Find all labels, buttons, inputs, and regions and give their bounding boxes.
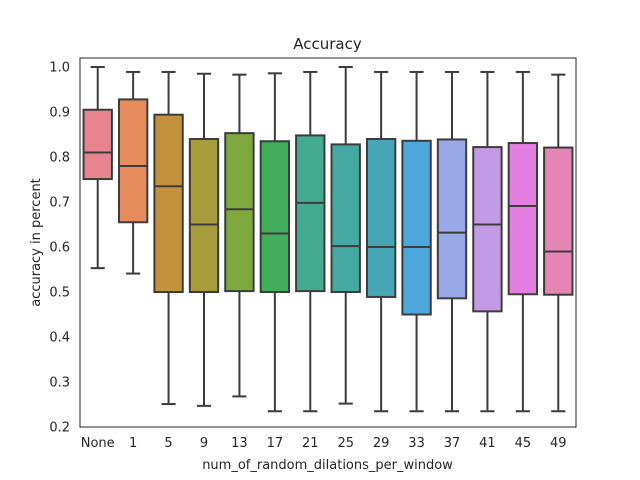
plot-marks	[82, 66, 574, 413]
x-tick-label: None	[81, 436, 115, 451]
y-tick-label: 0.9	[49, 106, 70, 121]
box-body	[507, 142, 539, 296]
box-41	[472, 70, 503, 413]
x-tick-label: 45	[515, 436, 532, 451]
box-45	[507, 70, 539, 413]
box-1	[117, 70, 149, 275]
x-tick-label: 1	[129, 436, 137, 451]
box-body	[436, 138, 468, 300]
box-17	[259, 72, 291, 413]
box-body	[117, 98, 149, 224]
box-body	[259, 140, 291, 293]
box-13	[224, 73, 255, 398]
box-body	[224, 132, 255, 293]
box-21	[295, 70, 326, 413]
x-tick-label: 29	[373, 436, 390, 451]
box-9	[188, 72, 220, 407]
x-tick-label: 33	[408, 436, 425, 451]
box-body	[82, 108, 113, 181]
y-tick-label: 0.3	[49, 376, 70, 391]
x-tick-label: 41	[479, 436, 496, 451]
box-33	[401, 70, 432, 413]
box-5	[153, 70, 184, 406]
y-tick-label: 0.5	[49, 286, 70, 301]
box-29	[365, 70, 397, 413]
box-None	[82, 66, 113, 270]
chart-title: Accuracy	[293, 35, 362, 53]
x-tick-label: 5	[164, 436, 172, 451]
box-body	[472, 146, 503, 313]
y-tick-label: 0.6	[49, 241, 70, 256]
plot-frame	[79, 57, 577, 428]
box-body	[188, 138, 220, 293]
box-25	[330, 66, 361, 405]
box-body	[401, 139, 432, 316]
y-tick-label: 0.2	[49, 421, 70, 436]
box-body	[295, 134, 326, 293]
box-body	[153, 113, 184, 293]
box-49	[543, 73, 574, 413]
box-body	[543, 146, 574, 296]
box-body	[330, 143, 361, 293]
y-axis-ticks: 0.2 0.3 0.4 0.5 0.6 0.7 0.8 0.9 1.0	[49, 61, 70, 436]
box-37	[436, 70, 468, 413]
y-tick-label: 1.0	[49, 61, 70, 76]
y-tick-label: 0.7	[49, 196, 70, 211]
box-body	[365, 138, 397, 298]
x-tick-label: 17	[267, 436, 284, 451]
y-axis-label: accuracy in percent	[29, 178, 44, 307]
x-tick-label: 21	[302, 436, 319, 451]
x-tick-label: 13	[231, 436, 248, 451]
x-tick-label: 25	[337, 436, 354, 451]
y-tick-label: 0.8	[49, 151, 70, 166]
x-tick-label: 49	[550, 436, 567, 451]
x-tick-label: 37	[444, 436, 461, 451]
x-axis-label: num_of_random_dilations_per_window	[202, 458, 453, 473]
x-axis-ticks: None 1 5 9 13 17 21 25 29 33 37 41 45 49	[81, 436, 567, 451]
y-tick-label: 0.4	[49, 331, 70, 346]
x-tick-label: 9	[200, 436, 208, 451]
